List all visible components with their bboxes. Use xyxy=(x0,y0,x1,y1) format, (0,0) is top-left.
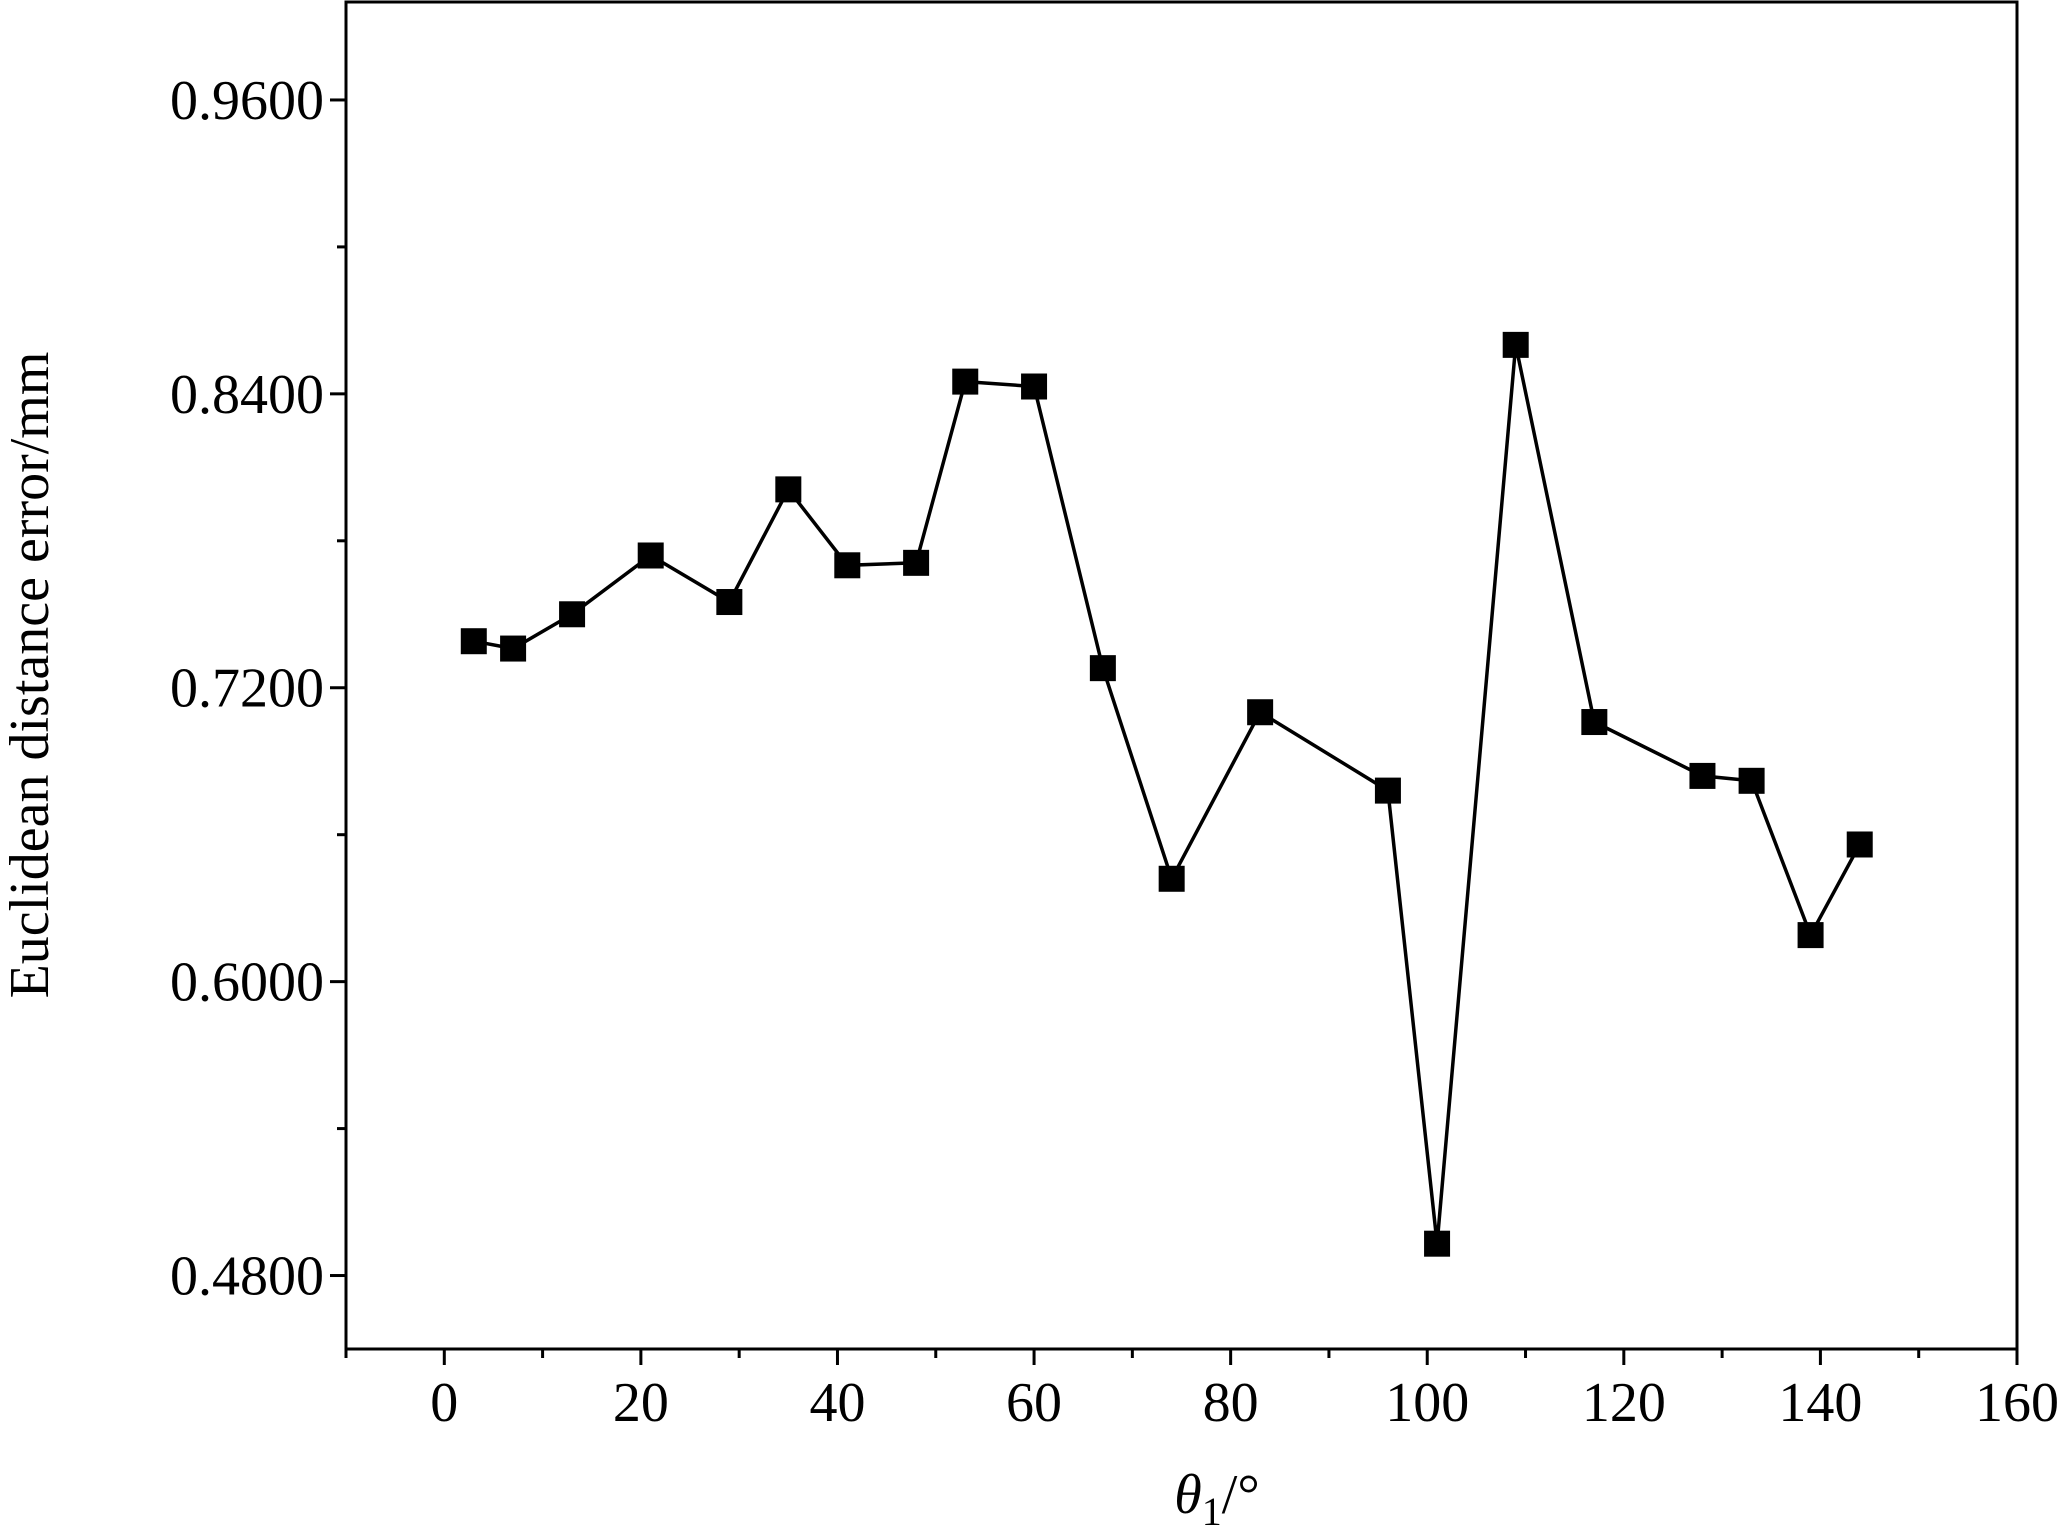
x-tick-label: 140 xyxy=(1778,1372,1862,1434)
data-point xyxy=(1374,777,1401,804)
data-point xyxy=(1247,699,1274,726)
data-point xyxy=(775,476,802,503)
y-tick-label: 0.7200 xyxy=(170,658,324,720)
data-point xyxy=(460,628,487,655)
data-point xyxy=(637,542,664,569)
data-point xyxy=(1846,831,1873,858)
x-axis: 0 20 40 60 80 100 120 140 160 xyxy=(344,1349,2059,1434)
data-point xyxy=(1797,922,1824,949)
data-point xyxy=(716,589,743,616)
y-axis-title: Euclidean distance error/mm xyxy=(0,352,61,999)
x-tick-label: 120 xyxy=(1582,1372,1666,1434)
data-point xyxy=(903,549,930,576)
series-layer xyxy=(460,331,1873,1257)
data-point xyxy=(952,368,979,395)
y-tick-label: 0.6000 xyxy=(170,952,324,1014)
x-tick-label: 100 xyxy=(1385,1372,1469,1434)
series-line xyxy=(473,344,1862,1244)
data-point xyxy=(1581,709,1608,736)
plot-frame xyxy=(344,0,2019,1351)
data-point xyxy=(1424,1230,1451,1257)
y-tick-label: 0.9600 xyxy=(170,70,324,132)
y-tick-label: 0.8400 xyxy=(170,364,324,426)
x-axis-title-symbol: θ xyxy=(1174,1464,1202,1526)
data-point xyxy=(500,635,527,662)
x-axis-title-unit: /° xyxy=(1222,1464,1260,1526)
data-point xyxy=(559,601,586,628)
x-tick-label: 40 xyxy=(809,1372,865,1434)
y-tick-label: 0.4800 xyxy=(170,1246,324,1308)
x-tick-label: 0 xyxy=(430,1372,458,1434)
x-axis-title-subscript: 1 xyxy=(1202,1489,1222,1534)
data-point xyxy=(1089,655,1116,682)
y-axis: 0.4800 0.6000 0.7200 0.8400 0.9600 xyxy=(170,70,346,1308)
x-tick-label: 80 xyxy=(1203,1372,1259,1434)
x-tick-label: 60 xyxy=(1006,1372,1062,1434)
data-point xyxy=(1502,331,1529,358)
data-point xyxy=(1158,865,1185,892)
data-point xyxy=(1738,767,1765,794)
x-tick-label: 20 xyxy=(613,1372,669,1434)
data-point xyxy=(834,552,861,579)
x-tick-label: 160 xyxy=(1975,1372,2059,1434)
data-point xyxy=(1689,762,1716,789)
data-point xyxy=(1021,373,1048,400)
x-axis-title: θ1/° xyxy=(1174,1464,1259,1534)
